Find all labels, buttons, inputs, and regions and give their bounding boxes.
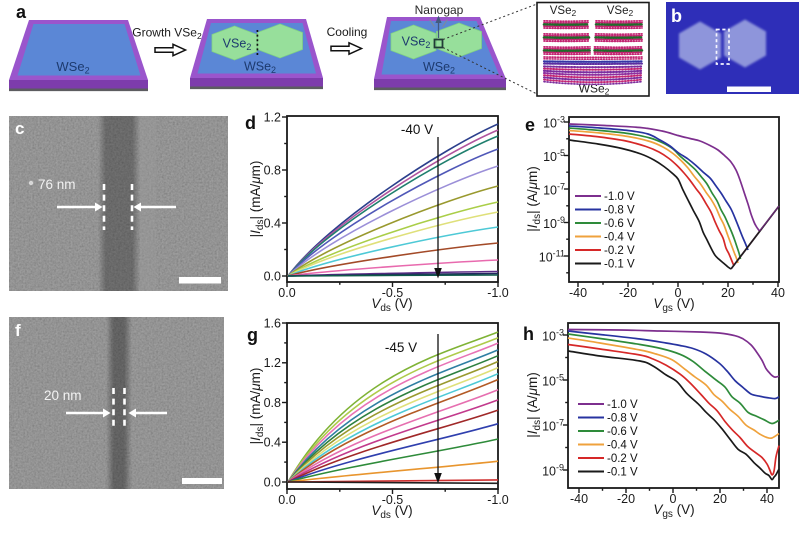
svg-text:0: 0 [670, 492, 677, 506]
svg-text:Nanogap: Nanogap [415, 3, 464, 17]
svg-text:VSe2: VSe2 [607, 5, 634, 18]
svg-text:0.0: 0.0 [264, 269, 281, 283]
svg-text:e: e [525, 115, 535, 135]
svg-text:0.4: 0.4 [264, 216, 281, 230]
svg-text:b: b [671, 6, 682, 26]
svg-text:WSe2: WSe2 [423, 60, 455, 76]
svg-text:-40: -40 [570, 492, 588, 506]
svg-text:-0.1 V: -0.1 V [607, 467, 638, 479]
svg-text:-1.0 V: -1.0 V [607, 399, 638, 411]
svg-text:WSe2: WSe2 [56, 59, 89, 76]
svg-text:-1.0 V: -1.0 V [604, 191, 635, 203]
svg-text:Vgs (V): Vgs (V) [653, 502, 694, 520]
svg-text:1.2: 1.2 [264, 110, 281, 124]
svg-text:1.2: 1.2 [264, 356, 281, 370]
svg-text:-0.8 V: -0.8 V [604, 205, 635, 217]
svg-text:0.0: 0.0 [278, 286, 295, 300]
svg-text:20: 20 [721, 286, 735, 300]
svg-text:Vgs (V): Vgs (V) [653, 296, 694, 314]
svg-text:40: 40 [771, 286, 785, 300]
svg-text:-0.4 V: -0.4 V [607, 440, 638, 452]
svg-text:-0.1 V: -0.1 V [604, 259, 635, 271]
svg-text:1.6: 1.6 [264, 316, 281, 330]
svg-text:-20: -20 [619, 286, 637, 300]
svg-text:-0.5: -0.5 [382, 493, 404, 507]
svg-text:0.4: 0.4 [264, 436, 281, 450]
svg-text:Vds (V): Vds (V) [371, 503, 412, 521]
svg-text:0: 0 [675, 286, 682, 300]
svg-text:20: 20 [713, 492, 727, 506]
svg-text:-1.0: -1.0 [487, 286, 509, 300]
svg-text:Vds (V): Vds (V) [371, 296, 412, 314]
svg-text:20 nm: 20 nm [44, 388, 82, 403]
svg-text:-40: -40 [569, 286, 587, 300]
svg-text:0.0: 0.0 [278, 493, 295, 507]
svg-text:f: f [15, 321, 21, 340]
svg-text:40: 40 [760, 492, 774, 506]
svg-text:Growth VSe2: Growth VSe2 [132, 26, 202, 42]
svg-text:d: d [245, 113, 256, 133]
svg-text:|Ids| (mA/μm): |Ids| (mA/μm) [248, 161, 266, 238]
svg-text:-40 V: -40 V [401, 122, 433, 137]
svg-text:-0.2 V: -0.2 V [604, 245, 635, 257]
svg-text:0.8: 0.8 [264, 396, 281, 410]
svg-text:-20: -20 [617, 492, 635, 506]
svg-text:a: a [16, 2, 27, 22]
svg-text:-0.5: -0.5 [382, 286, 404, 300]
svg-text:-0.4 V: -0.4 V [604, 232, 635, 244]
svg-text:0.8: 0.8 [264, 163, 281, 177]
svg-text:-0.6 V: -0.6 V [607, 426, 638, 438]
svg-text:|Ids| (A/μm): |Ids| (A/μm) [525, 166, 543, 232]
svg-text:c: c [15, 119, 24, 138]
svg-text:0.0: 0.0 [264, 475, 281, 489]
svg-text:-1.0: -1.0 [487, 493, 509, 507]
svg-text:-45 V: -45 V [385, 340, 417, 355]
svg-text:VSe2: VSe2 [402, 35, 431, 51]
svg-text:-0.2 V: -0.2 V [607, 453, 638, 465]
svg-text:-0.8 V: -0.8 V [607, 413, 638, 425]
svg-text:76 nm: 76 nm [38, 177, 76, 192]
svg-text:VSe2: VSe2 [223, 37, 252, 53]
svg-text:WSe2: WSe2 [579, 82, 610, 97]
svg-text:Cooling: Cooling [327, 25, 368, 39]
svg-text:g: g [247, 325, 258, 345]
svg-text:WSe2: WSe2 [244, 60, 276, 76]
svg-text:|Ids| (mA/μm): |Ids| (mA/μm) [248, 368, 266, 445]
svg-text:VSe2: VSe2 [550, 5, 577, 18]
svg-text:h: h [523, 324, 534, 344]
svg-text:-0.6 V: -0.6 V [604, 218, 635, 230]
